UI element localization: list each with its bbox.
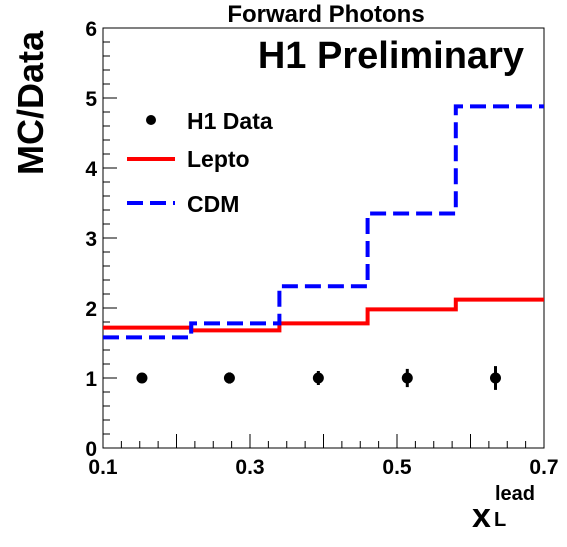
y-tick-label: 3 <box>85 228 97 251</box>
h1-preliminary-label: H1 Preliminary <box>258 35 524 77</box>
x-tick-label: 0.7 <box>529 456 558 479</box>
h1-data-point <box>489 372 501 384</box>
x-axis-ticks: 0.1 0.3 0.5 0.7 <box>88 434 559 479</box>
h1-data-point <box>401 372 413 384</box>
legend-cdm-label: CDM <box>187 191 239 217</box>
y-axis-ticks: 0 1 2 3 4 5 6 <box>85 18 117 461</box>
y-tick-label: 0 <box>85 438 97 461</box>
x-axis-label: x <box>472 497 491 535</box>
legend-lepto-label: Lepto <box>187 146 250 172</box>
x-axis-label-subscript: L <box>494 509 506 531</box>
series-layer <box>103 104 544 390</box>
legend-h1-data-marker <box>146 115 156 125</box>
chart-title: Forward Photons <box>227 1 424 28</box>
y-tick-label: 6 <box>85 18 97 41</box>
y-tick-label: 5 <box>85 88 97 111</box>
legend-h1-data-label: H1 Data <box>187 108 273 134</box>
cdm-line <box>103 104 544 340</box>
x-tick-label: 0.3 <box>235 456 264 479</box>
y-axis-label: MC/Data <box>10 30 51 175</box>
y-tick-label: 2 <box>85 298 97 321</box>
x-axis-label-main: x <box>472 497 491 535</box>
y-tick-label: 4 <box>85 158 97 181</box>
x-tick-label: 0.1 <box>88 456 118 479</box>
x-tick-label: 0.5 <box>382 456 412 479</box>
h1-data-point <box>136 372 148 384</box>
h1-data-point <box>223 372 235 384</box>
y-tick-label: 1 <box>85 368 97 391</box>
x-axis-label-superscript: lead <box>495 483 535 505</box>
h1-data-point <box>312 372 324 384</box>
legend: H1 Data Lepto CDM <box>127 108 273 217</box>
